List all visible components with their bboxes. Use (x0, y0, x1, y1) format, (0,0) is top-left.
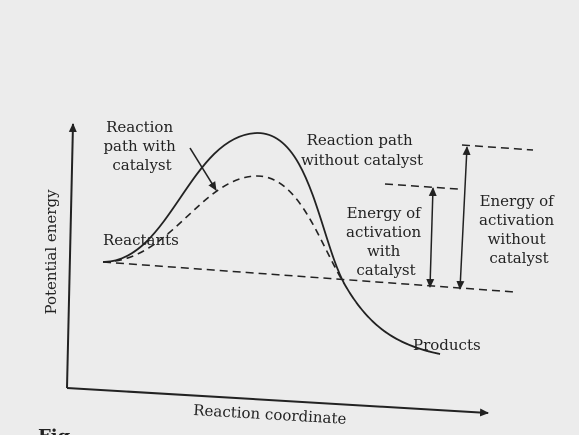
curve-with-catalyst (102, 175, 441, 355)
peak-without-catalyst-line (461, 144, 534, 151)
reactant-level-line (102, 261, 516, 293)
path-with-catalyst-label: Reaction path with catalyst (103, 118, 180, 174)
reactants-label: Reactants (103, 231, 179, 249)
y-axis (66, 123, 77, 389)
ea-with-catalyst-arrow (426, 187, 437, 288)
peak-with-catalyst-line (384, 183, 459, 190)
ea-with-catalyst-label: Energy of activation with catalyst (346, 204, 426, 279)
ea-without-catalyst-label: Energy of activation without catalyst (479, 192, 559, 267)
ea-without-catalyst-arrow (456, 146, 471, 290)
products-label: Products (413, 336, 481, 354)
figure-caption-fragment: Fig (38, 426, 71, 435)
catalyst-label-pointer (189, 147, 217, 191)
y-axis-label: Potential energy (42, 189, 60, 315)
x-axis (66, 387, 489, 417)
path-without-catalyst-label: Reaction path without catalyst (301, 131, 423, 169)
x-axis-label: Reaction coordinate (193, 401, 347, 428)
